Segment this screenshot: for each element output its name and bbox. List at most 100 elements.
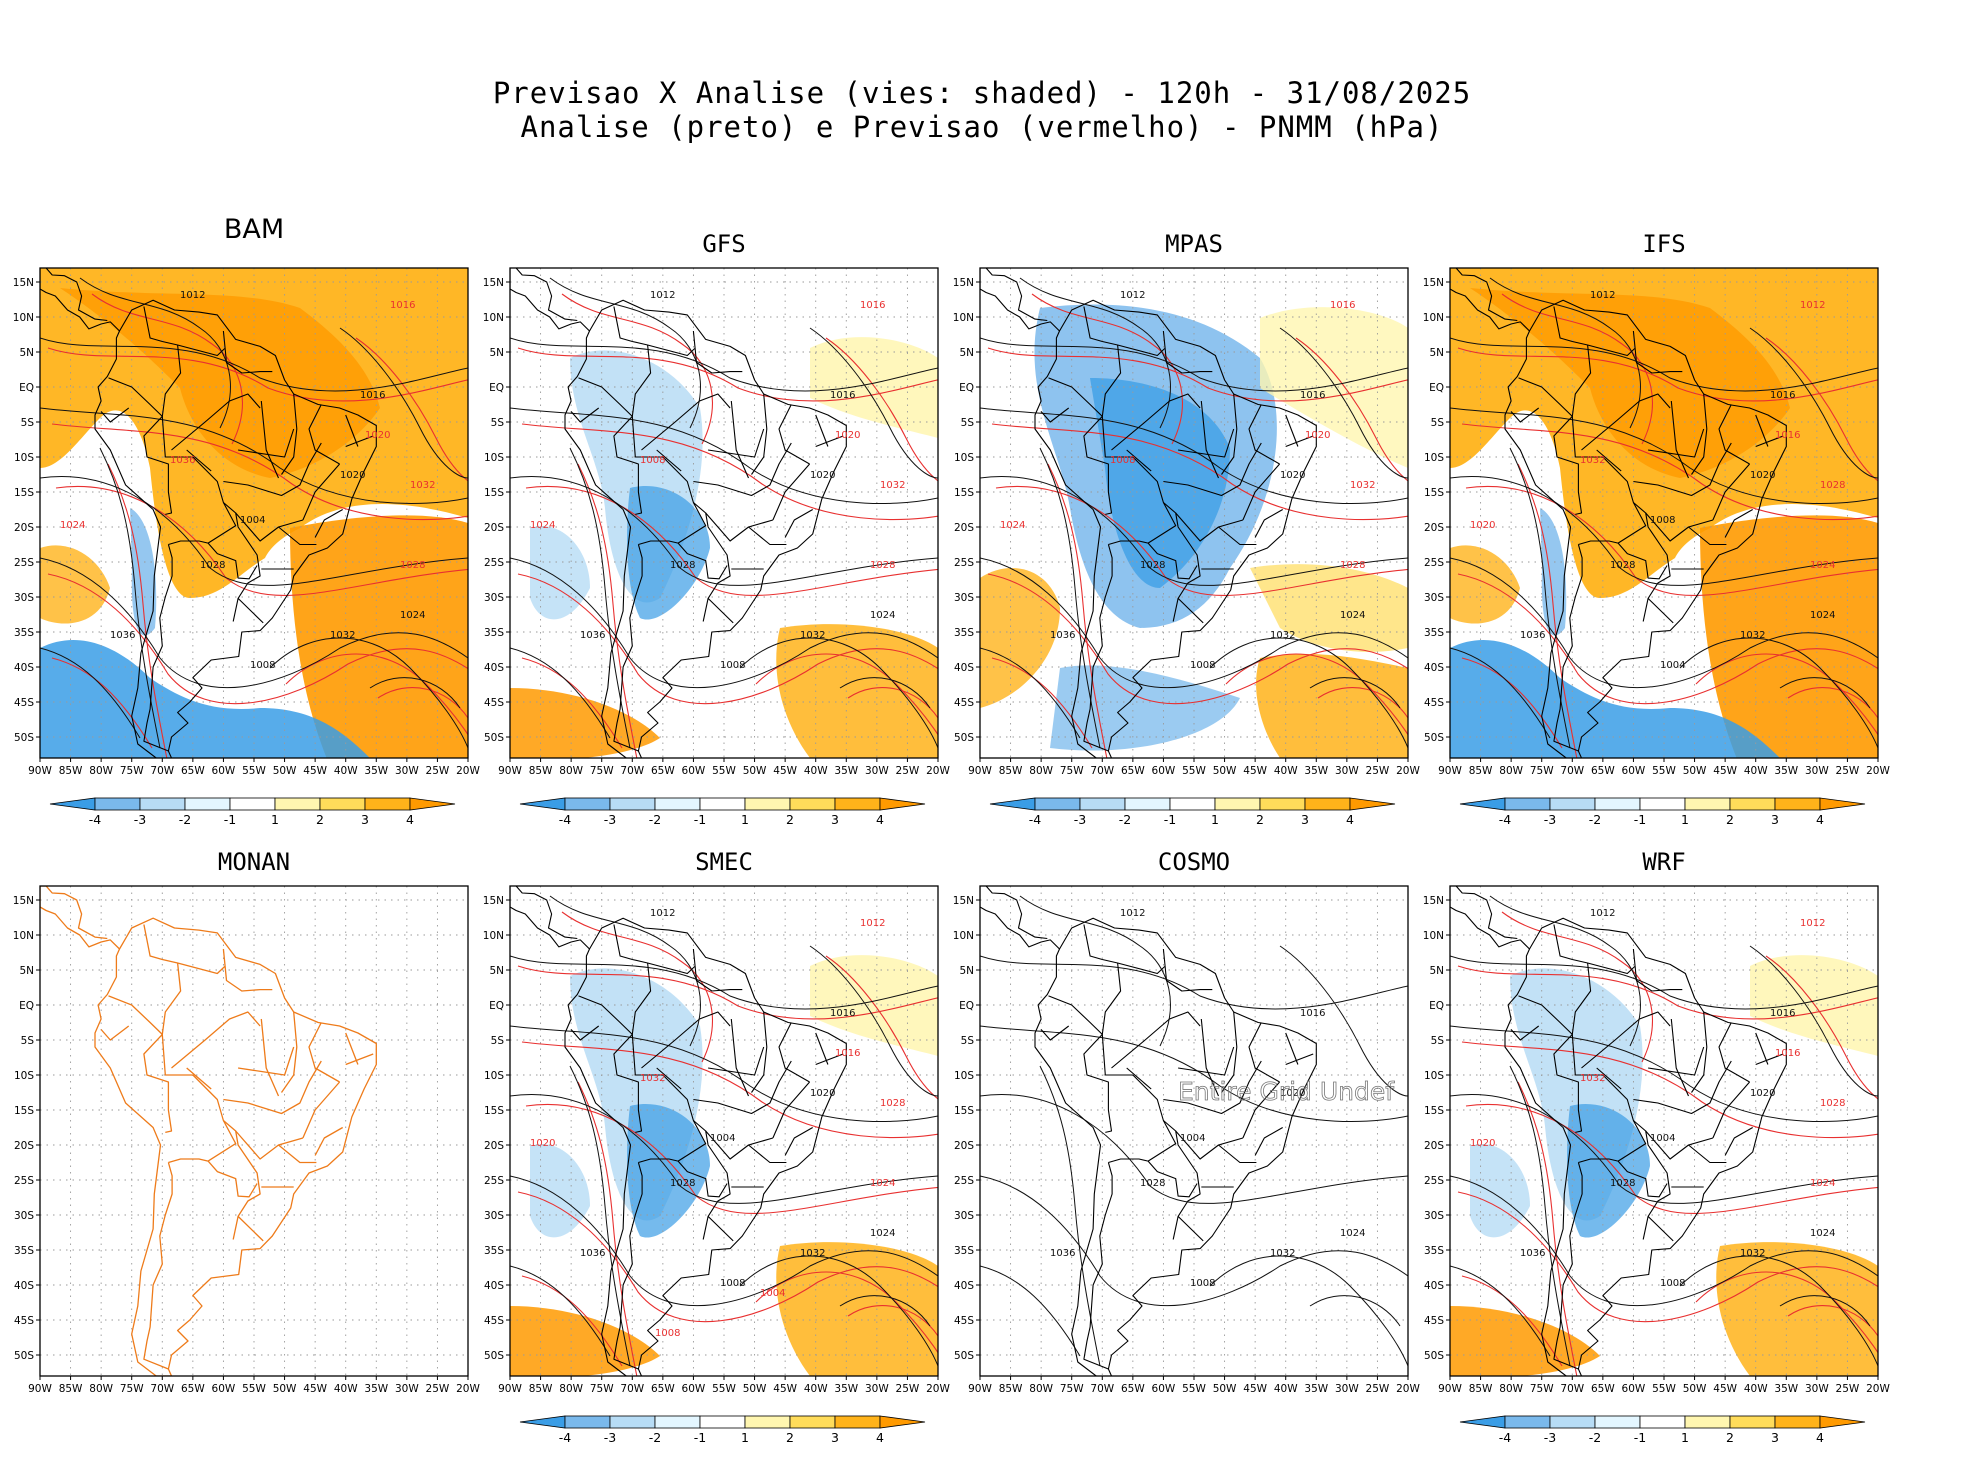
colorbar-segment <box>1259 797 1306 811</box>
colorbar-segment <box>1684 1415 1731 1429</box>
analysis-isobar-label: 1036 <box>580 630 605 641</box>
analysis-isobar-label: 1008 <box>1650 515 1675 526</box>
lon-tick-label: 35W <box>364 1383 388 1395</box>
lat-tick-label: 25S <box>954 557 974 569</box>
analysis-isobars <box>510 277 938 749</box>
analysis-isobar-label: 1028 <box>200 560 225 571</box>
forecast-isobar-label: 1024 <box>1810 560 1835 571</box>
colorbar-segment <box>989 797 1036 811</box>
colorbar-segment <box>699 797 746 811</box>
bias-shade <box>530 526 590 620</box>
forecast-isobar-label: 1024 <box>530 520 555 531</box>
colorbar-wrf: -4 -3 -2 -1 1 2 3 4 <box>1459 1415 1866 1445</box>
colorbar-label: -3 <box>1074 812 1086 827</box>
lat-tick-label: 15S <box>1424 487 1444 499</box>
lat-tick-label: EQ <box>1429 1000 1444 1012</box>
lon-tick-label: 65W <box>181 1383 205 1395</box>
colorbar-label: 4 <box>406 812 414 827</box>
lon-tick-label: 25W <box>896 1383 920 1395</box>
analysis-isobar-label: 1036 <box>110 630 135 641</box>
colorbar-label: -2 <box>1589 812 1601 827</box>
lat-tick-label: 25S <box>14 557 34 569</box>
forecast-isobar-label: 1024 <box>1000 520 1025 531</box>
colorbar-smec: -4 -3 -2 -1 1 2 3 4 <box>519 1415 926 1445</box>
analysis-isobar-label: 1020 <box>1280 470 1305 481</box>
panel-title-cosmo: COSMO <box>1157 848 1231 876</box>
lat-tick-label: EQ <box>1429 382 1444 394</box>
bias-shade <box>1470 288 1790 478</box>
colorbar-segment <box>1684 797 1731 811</box>
lon-tick-label: 35W <box>1304 765 1328 777</box>
lat-tick-label: 45S <box>14 1315 34 1327</box>
analysis-isobar-label: 1036 <box>1050 630 1075 641</box>
lon-tick-label: 50W <box>1683 1383 1707 1395</box>
forecast-isobar-label: 1028 <box>1820 1098 1845 1109</box>
lat-tick-label: 35S <box>1424 627 1444 639</box>
lat-tick-label: 5N <box>489 347 504 359</box>
lon-tick-label: 70W <box>1090 1383 1114 1395</box>
colorbar-label: -2 <box>179 812 191 827</box>
analysis-isobar-label: 1012 <box>1120 290 1145 301</box>
bias-shade <box>1050 665 1240 751</box>
lon-tick-label: 85W <box>999 1383 1023 1395</box>
analysis-isobar-label: 1028 <box>1610 1178 1635 1189</box>
forecast-isobar-label: 1032 <box>640 1073 665 1084</box>
lon-tick-label: 40W <box>1274 1383 1298 1395</box>
bias-shade <box>1450 545 1520 624</box>
lon-tick-label: 40W <box>1744 765 1768 777</box>
lon-tick-label: 45W <box>303 765 327 777</box>
panel-title-ifs: IFS <box>1642 230 1686 258</box>
lat-tick-label: 5S <box>491 1035 505 1047</box>
analysis-isobar-label: 1004 <box>1650 1133 1675 1144</box>
colorbar-segment <box>564 797 611 811</box>
lat-tick-label: 10N <box>483 312 504 324</box>
lon-tick-label: 55W <box>1182 1383 1206 1395</box>
bias-shade <box>1450 639 1780 758</box>
forecast-isobar-label: 1012 <box>860 918 885 929</box>
lat-tick-label: 5N <box>959 347 974 359</box>
forecast-isobar-label: 1016 <box>835 1048 860 1059</box>
lat-tick-label: 15N <box>953 895 974 907</box>
lon-tick-label: 55W <box>242 1383 266 1395</box>
lon-tick-label: 85W <box>1469 1383 1493 1395</box>
lat-tick-label: 10S <box>1424 452 1444 464</box>
lat-tick-label: 30S <box>954 592 974 604</box>
forecast-isobar-label: 1032 <box>410 480 435 491</box>
colorbar-segment <box>1549 797 1596 811</box>
lon-tick-label: 25W <box>426 765 450 777</box>
colorbar-label: 3 <box>1301 812 1309 827</box>
analysis-isobar-label: 1028 <box>1610 560 1635 571</box>
lon-tick-label: 80W <box>1029 765 1053 777</box>
lat-tick-label: 5S <box>1431 417 1445 429</box>
forecast-isobar-label: 1016 <box>1775 430 1800 441</box>
analysis-isobar-label: 1012 <box>650 290 675 301</box>
analysis-isobar-label: 1008 <box>1190 660 1215 671</box>
analysis-isobar-label: 1020 <box>1280 1088 1305 1099</box>
colorbar-segment <box>139 797 186 811</box>
coastline-borders <box>510 886 847 1376</box>
lat-tick-label: 15S <box>954 487 974 499</box>
lat-tick-label: 5N <box>489 965 504 977</box>
map-ifs: 1012 1016 1020 1024 1028 1032 1036 1004 1008 1012… <box>1423 267 1890 777</box>
lon-tick-label: 20W <box>926 1383 950 1395</box>
analysis-isobar-label: 1008 <box>250 660 275 671</box>
colorbar-label: -4 <box>89 812 102 827</box>
lat-tick-label: 30S <box>954 1210 974 1222</box>
lon-tick-label: 30W <box>865 1383 889 1395</box>
colorbar-mpas: -4 -3 -2 -1 1 2 3 4 <box>989 797 1396 827</box>
colorbar-label: 3 <box>1771 812 1779 827</box>
lon-tick-label: 40W <box>1274 765 1298 777</box>
lat-tick-label: 50S <box>954 1350 974 1362</box>
colorbar-label: -2 <box>1589 1430 1601 1445</box>
lat-tick-label: 45S <box>1424 1315 1444 1327</box>
colorbar-label: 2 <box>1256 812 1264 827</box>
lon-tick-label: 75W <box>120 1383 144 1395</box>
lon-tick-label: 80W <box>1499 1383 1523 1395</box>
lat-tick-label: 30S <box>1424 1210 1444 1222</box>
lat-tick-label: 10S <box>484 452 504 464</box>
lat-tick-label: 15N <box>1423 277 1444 289</box>
lat-tick-label: 50S <box>484 732 504 744</box>
lat-tick-label: 5N <box>19 965 34 977</box>
lon-tick-label: 55W <box>712 1383 736 1395</box>
lat-tick-label: 15S <box>484 487 504 499</box>
